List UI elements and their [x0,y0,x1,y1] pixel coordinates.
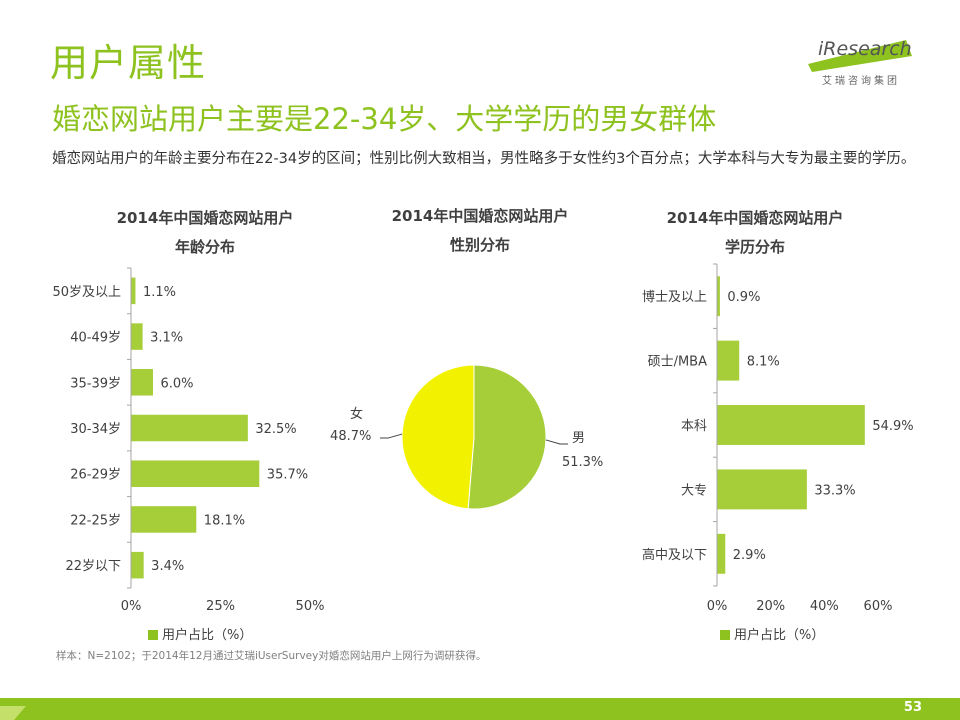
edu-category-label: 本科 [681,419,707,434]
legend-label: 用户占比（%） [734,628,825,643]
logo-cn: 艾瑞咨询集团 [822,76,900,87]
edu-category-label: 高中及以下 [642,547,707,563]
age-value-label: 32.5% [255,422,296,437]
chart-age-title: 2014年中国婚恋网站用户 年龄分布 [80,204,330,262]
chart-gender-title-line2: 性别分布 [449,236,510,254]
edu-category-label: 博士及以上 [642,290,707,305]
footnote: 样本：N=2102；于2014年12月通过艾瑞iUserSurvey对婚恋网站用… [56,650,487,662]
edu-category-label: 硕士/MBA [648,355,708,370]
edu-bar [717,340,740,381]
edu-bar [717,276,720,317]
pie-slice-name: 女 [350,406,363,422]
chart-edu-title-line2: 学历分布 [724,238,785,256]
footer-bar [0,698,960,720]
age-bar [131,323,143,350]
pie-slice-label: 51.3% [562,455,603,470]
edu-bar [717,469,807,510]
edu-bar [717,533,726,574]
chart-gender-title: 2014年中国婚恋网站用户 性别分布 [330,202,630,260]
chart-gender-title-line1: 2014年中国婚恋网站用户 [391,207,569,225]
edu-value-label: 2.9% [733,548,766,563]
age-bar [131,551,144,579]
edu-xtick-label: 40% [810,599,839,614]
pie-slice [467,364,547,510]
age-category-label: 35-39岁 [70,376,121,391]
age-xtick-label: 25% [206,599,235,614]
chart-edu-title-line1: 2014年中国婚恋网站用户 [666,209,844,227]
page-number: 53 [903,700,922,715]
pie-slice-label: 48.7% [330,429,371,444]
edu-xtick-label: 0% [707,599,728,614]
age-bar [131,369,153,396]
age-value-label: 6.0% [160,376,193,391]
legend-swatch [720,630,730,640]
edu-value-label: 54.9% [872,419,913,434]
age-bar [131,414,248,442]
chart-edu-title: 2014年中国婚恋网站用户 学历分布 [630,204,880,262]
edu-xtick-label: 20% [756,599,785,614]
age-bar [131,506,197,533]
age-category-label: 22-25岁 [70,513,121,528]
chart-age-title-line1: 2014年中国婚恋网站用户 [116,209,294,227]
chart-gender: 男 51.3% 女 48.7% [330,364,603,510]
pie-slice [401,364,475,510]
page-subtitle: 婚恋网站用户主要是22-34岁、大学学历的男女群体 [52,102,717,136]
age-category-label: 50岁及以上 [52,285,121,300]
logo-brand: iResearch [818,38,912,60]
chart-age: 50岁及以上 1.1% 40-49岁 3.1% 35-39岁 6.0% 30-34岁 32.5… [52,267,325,614]
age-xtick-label: 50% [296,599,325,614]
legend-label: 用户占比（%） [162,628,253,643]
age-value-label: 18.1% [204,513,245,528]
pie-leader-line [545,439,568,445]
edu-value-label: 33.3% [814,483,855,498]
pie-slice-name: 男 [572,431,585,446]
age-category-label: 22岁以下 [65,559,121,574]
edu-value-label: 0.9% [727,290,760,305]
age-value-label: 3.1% [150,331,183,346]
edu-bar [717,405,865,445]
age-value-label: 3.4% [151,559,184,574]
footer-decoration [0,698,48,720]
age-bar [131,460,260,487]
age-bar [131,277,136,305]
description: 婚恋网站用户的年龄主要分布在22-34岁的区间；性别比例大致相当，男性略多于女性… [52,151,916,167]
legend-age: 用户占比（%） [148,624,252,643]
chart-age-title-line2: 年龄分布 [174,238,235,256]
iresearch-logo: iResearch 艾瑞咨询集团 [802,36,914,87]
age-xtick-label: 0% [121,599,142,614]
edu-value-label: 8.1% [747,355,780,370]
age-value-label: 1.1% [143,285,176,300]
edu-xtick-label: 60% [864,599,893,614]
age-value-label: 35.7% [267,468,308,483]
age-category-label: 40-49岁 [70,331,121,346]
pie-leader-line [380,433,403,439]
chart-edu: 博士及以上 0.9% 硕士/MBA 8.1% 本科 54.9% 大专 33.3% 高中及以下 2.… [642,263,914,614]
age-category-label: 30-34岁 [70,422,121,437]
legend-edu: 用户占比（%） [720,624,824,643]
page-title: 用户属性 [50,41,207,85]
edu-category-label: 大专 [681,483,707,498]
age-category-label: 26-29岁 [70,468,121,483]
legend-swatch [148,630,158,640]
